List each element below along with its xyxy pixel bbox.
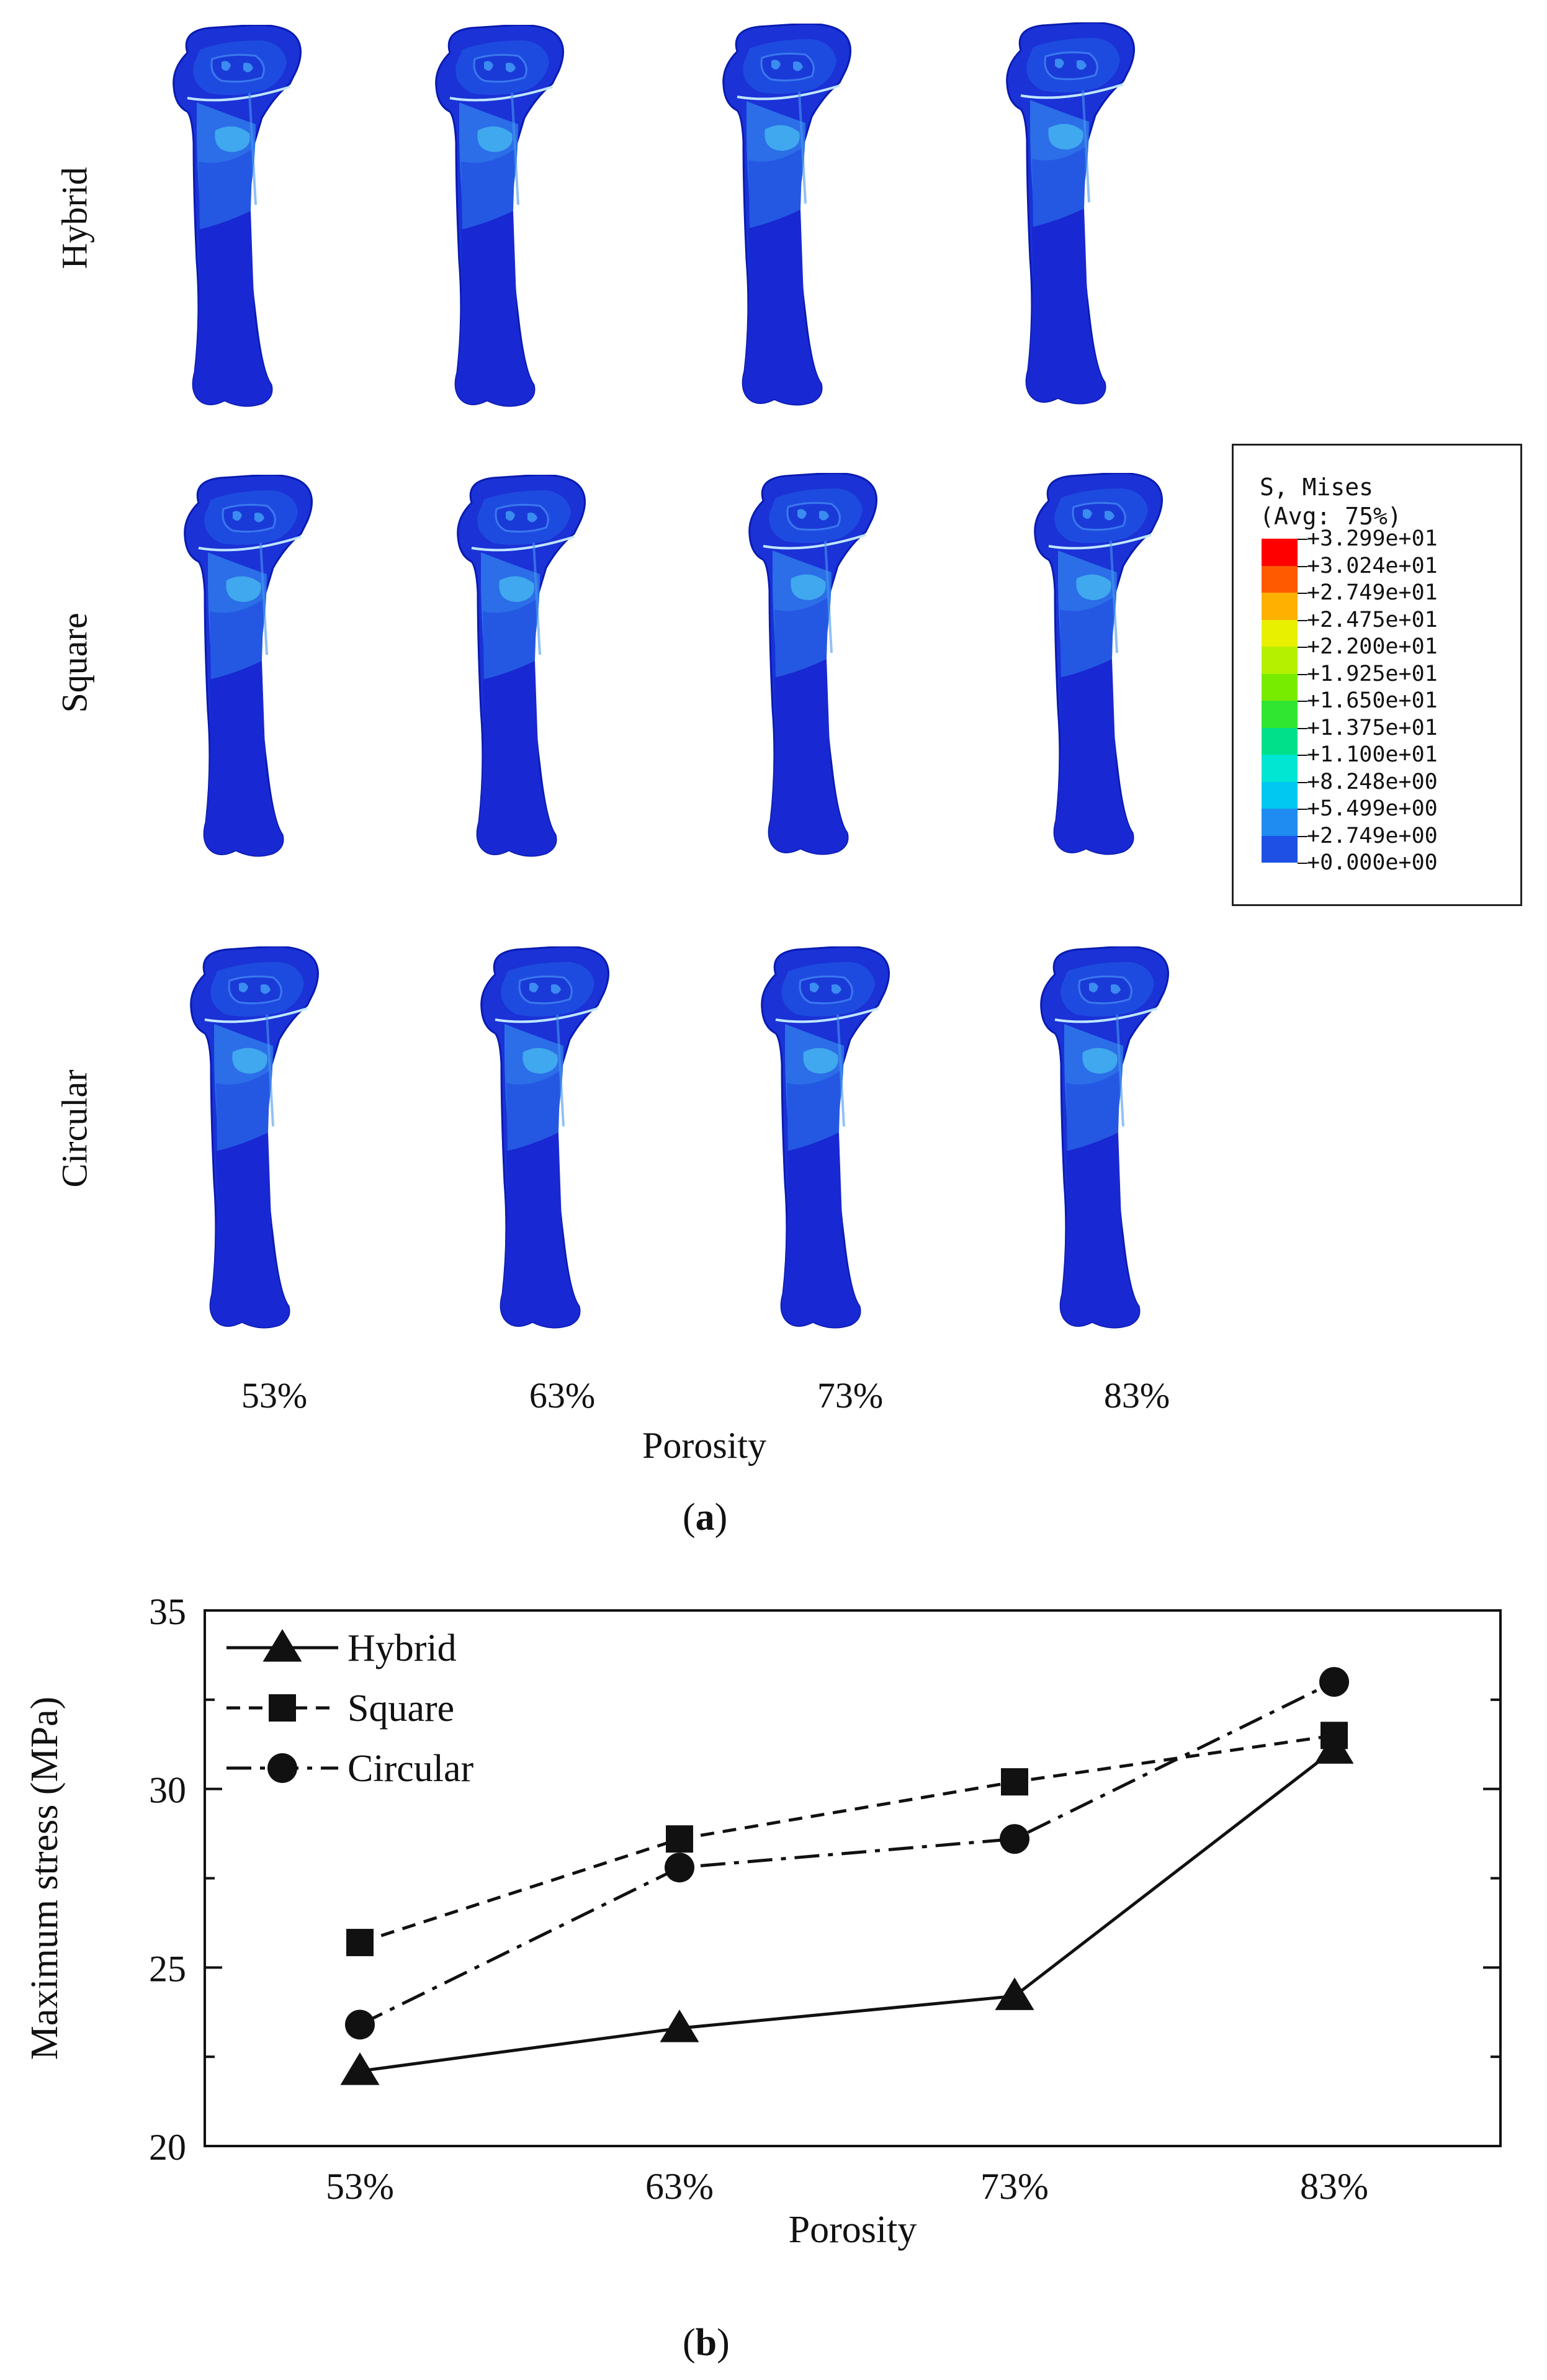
panel-b-label: (b) (683, 2322, 730, 2364)
legend-value: +0.000e+00 (1307, 850, 1438, 875)
legend-value: +5.499e+00 (1307, 796, 1438, 821)
legend-tick (1298, 647, 1307, 648)
legend-swatch (1262, 809, 1298, 836)
legend-tick (1298, 835, 1307, 837)
legend-title-line1: S, Mises (1260, 474, 1374, 501)
point-circular (1000, 1824, 1029, 1854)
legend-swatch (1262, 565, 1298, 593)
legend-value: +8.248e+00 (1307, 769, 1438, 794)
bone-hybrid-53 (172, 25, 302, 407)
mises-legend: S, Mises (Avg: 75%) +3.299e+01 +3.024e+01… (1232, 444, 1522, 906)
y-axis-title: Maximum stress (MPa) (24, 1697, 66, 2060)
row-label-hybrid: Hybrid (54, 167, 95, 269)
panel-a-label: (a) (683, 1496, 728, 1538)
bone-hybrid-83 (1005, 22, 1136, 405)
legend-swatch (1262, 647, 1298, 674)
row-label-circular: Circular (54, 1069, 95, 1188)
series-line-circular (359, 1680, 1335, 2026)
legend-label-square: Square (348, 1687, 454, 1730)
legend-marker-circular (267, 1753, 297, 1783)
point-square (666, 1825, 693, 1853)
bone-square-73 (748, 473, 878, 855)
point-hybrid (340, 2052, 380, 2085)
legend-swatch (1262, 619, 1298, 647)
col-label-63: 63% (529, 1375, 596, 1416)
bone-hybrid-63 (434, 25, 565, 407)
x-tick-label: 63% (645, 2166, 714, 2207)
panel-b: 20 25 30 35 53% 63% 73% 83% Porosity Maximum stre… (0, 1551, 1547, 2377)
legend-title-line2: (Avg: 75%) (1260, 503, 1402, 530)
legend-marker-square (269, 1694, 296, 1722)
panel-a: Hybrid Square Circular 53% 63% 73% 83% P… (54, 22, 1522, 1538)
legend-tick (1298, 809, 1307, 810)
bone-circular-83 (1039, 946, 1170, 1329)
y-tick-label: 20 (149, 2127, 186, 2168)
legend-label-circular: Circular (348, 1748, 473, 1790)
legend-tick (1298, 619, 1307, 621)
legend-tick (1298, 863, 1307, 864)
legend-tick (1298, 565, 1307, 567)
legend-tick (1298, 539, 1307, 540)
bone-circular-53 (189, 946, 320, 1329)
bone-circular-63 (480, 946, 610, 1329)
legend-label-hybrid: Hybrid (348, 1627, 457, 1669)
legend-tick (1298, 673, 1307, 675)
x-tick-label: 83% (1300, 2166, 1368, 2207)
legend-swatch (1262, 755, 1298, 782)
legend-swatch (1262, 781, 1298, 809)
legend-tick (1298, 781, 1307, 783)
legend-tick (1298, 755, 1307, 756)
point-hybrid (660, 2010, 699, 2042)
x-axis-title: Porosity (789, 2209, 917, 2251)
y-tick-label: 30 (149, 1770, 186, 1811)
bone-square-53 (183, 475, 313, 857)
legend-value: +2.475e+01 (1307, 607, 1438, 632)
legend-value: +2.200e+01 (1307, 634, 1438, 659)
stress-line-chart: 20 25 30 35 53% 63% 73% 83% Porosity Maximum stre… (24, 1591, 1502, 2251)
col-label-83: 83% (1103, 1375, 1170, 1416)
x-tick-label: 73% (980, 2166, 1049, 2207)
series-line-hybrid (359, 1748, 1335, 2073)
legend-value: +3.299e+01 (1307, 526, 1438, 551)
point-square (1001, 1768, 1028, 1796)
legend-value: +2.749e+00 (1307, 823, 1438, 848)
legend-swatch (1262, 727, 1298, 755)
legend-value: +3.024e+01 (1307, 553, 1438, 578)
series-line-square (359, 1733, 1335, 1944)
legend-swatch (1262, 701, 1298, 728)
point-circular (665, 1852, 694, 1883)
bone-hybrid-73 (722, 24, 852, 406)
legend-tick (1298, 701, 1307, 702)
y-tick-label: 25 (149, 1948, 186, 1989)
legend-swatch (1262, 673, 1298, 701)
point-hybrid (995, 1977, 1034, 2010)
legend-value: +1.100e+01 (1307, 742, 1438, 767)
col-label-53: 53% (241, 1375, 308, 1416)
legend-swatch (1262, 835, 1298, 863)
bone-square-83 (1033, 473, 1164, 855)
point-square (1321, 1722, 1348, 1749)
point-circular (345, 2010, 375, 2040)
col-label-73: 73% (817, 1375, 884, 1416)
row-label-square: Square (54, 613, 95, 713)
legend-marker-hybrid (262, 1629, 302, 1662)
bone-circular-73 (760, 946, 890, 1329)
legend-value: +1.650e+01 (1307, 688, 1438, 713)
x-tick-label: 53% (326, 2166, 394, 2207)
legend-swatch (1262, 593, 1298, 620)
legend-tick (1298, 593, 1307, 594)
y-tick-label: 35 (149, 1591, 186, 1632)
legend-tick (1298, 727, 1307, 729)
point-circular (1319, 1667, 1349, 1697)
bone-square-63 (456, 475, 586, 857)
legend-value: +1.375e+01 (1307, 715, 1438, 740)
point-square (346, 1929, 374, 1957)
panel-a-xlabel: Porosity (642, 1425, 767, 1466)
legend-swatch (1262, 539, 1298, 566)
legend-value: +1.925e+01 (1307, 661, 1438, 686)
legend-value: +2.749e+01 (1307, 580, 1438, 605)
